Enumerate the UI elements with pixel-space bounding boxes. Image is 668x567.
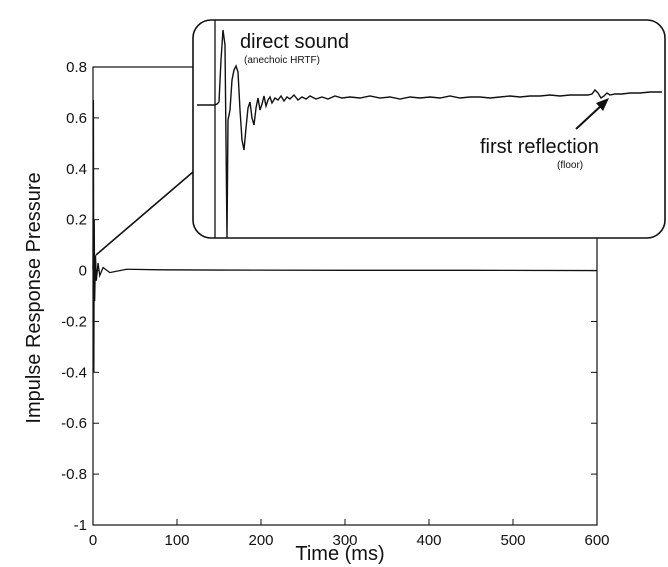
y-tick-label-neg-0.6: -0.6: [61, 415, 87, 432]
y-tick-label-neg-0.4: -0.4: [61, 364, 87, 381]
y-tick-label-0.4: 0.4: [66, 161, 87, 178]
y-tick-label-neg-0.2: -0.2: [61, 313, 87, 330]
y-tick-label-0: 0: [79, 263, 87, 280]
y-tick-label-0.2: 0.2: [66, 212, 87, 229]
first-reflection-label: first reflection: [480, 136, 599, 158]
inset-frame: [192, 19, 666, 239]
y-tick-label-neg-0.8: -0.8: [61, 466, 87, 483]
x-tick-label-400: 400: [416, 532, 441, 549]
inset-waveform: [197, 29, 662, 239]
y-axis-label: Impulse Response Pressure: [23, 172, 45, 423]
x-tick-label-200: 200: [248, 532, 273, 549]
x-tick-label-300: 300: [332, 532, 357, 549]
x-axis-tick-labels: 0 100 200 300 400 500 600: [89, 532, 610, 549]
y-tick-label-neg-1: -1: [74, 517, 87, 534]
y-axis-tick-labels: 0.8 0.6 0.4 0.2 0 -0.2 -0.4 -0.6 -0.8 -1: [61, 59, 87, 534]
x-tick-label-500: 500: [500, 532, 525, 549]
x-axis-ticks: [92, 519, 598, 525]
reflection-arrow-line: [575, 103, 604, 130]
x-tick-label-600: 600: [584, 532, 609, 549]
inset-zoom: direct sound (anechoic HRTF) first refle…: [192, 19, 666, 239]
x-tick-label-100: 100: [164, 532, 189, 549]
direct-sound-label: direct sound: [240, 31, 349, 53]
y-tick-label-0.6: 0.6: [66, 110, 87, 127]
direct-sound-sublabel: (anechoic HRTF): [244, 55, 320, 66]
y-tick-label-0.8: 0.8: [66, 59, 87, 76]
x-axis-label: Time (ms): [295, 543, 384, 565]
x-tick-label-0: 0: [89, 532, 97, 549]
first-reflection-sublabel: (floor): [557, 160, 583, 171]
reflection-arrow-head: [596, 98, 609, 111]
impulse-response-line: [92, 100, 598, 373]
